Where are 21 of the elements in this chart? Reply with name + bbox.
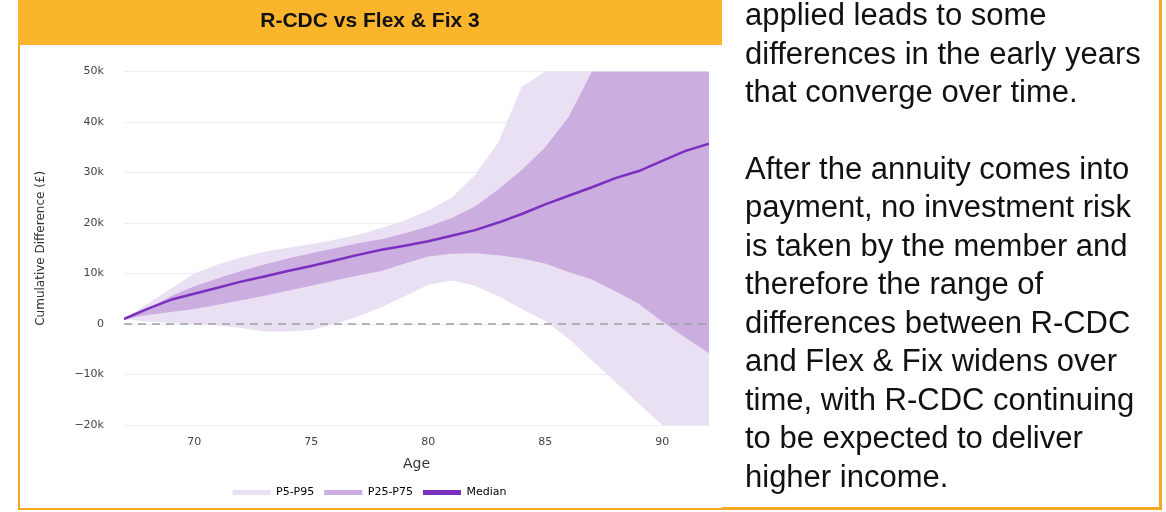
y-tick-label: −10k [74, 367, 105, 381]
y-tick-label: 0 [96, 316, 104, 330]
y-axis-title: Cumulative Difference (£) [33, 170, 48, 326]
legend-label: P5-P95 [276, 485, 315, 499]
y-tick-label: 20k [83, 215, 105, 229]
text: After the annuity comes into payment, no investment risk is taken by the member and therefore the range of differences between R-CDC and Flex & Fix widens over time, with R-CDC continuing to be expected to deliver higher income. [745, 150, 1135, 494]
y-tick-label: 30k [83, 165, 105, 179]
x-tick-label: 70 [187, 435, 202, 449]
chart-title: R-CDC vs Flex & Fix 3 [18, 0, 722, 45]
y-tick-label: 40k [83, 114, 105, 128]
y-tick-label: 50k [83, 64, 105, 78]
x-tick-label: 85 [538, 435, 553, 449]
x-tick-label: 75 [304, 435, 319, 449]
x-tick-label: 90 [655, 435, 670, 449]
y-tick-label: 10k [83, 266, 105, 280]
legend-label: Median [466, 485, 507, 499]
y-tick-label: −20k [74, 417, 105, 431]
text: applied leads to some differences in the early years that converge over time. [745, 0, 1142, 111]
legend-label: P25-P75 [367, 485, 413, 499]
x-axis-title: Age [402, 455, 431, 472]
x-tick-label: 80 [421, 435, 436, 449]
